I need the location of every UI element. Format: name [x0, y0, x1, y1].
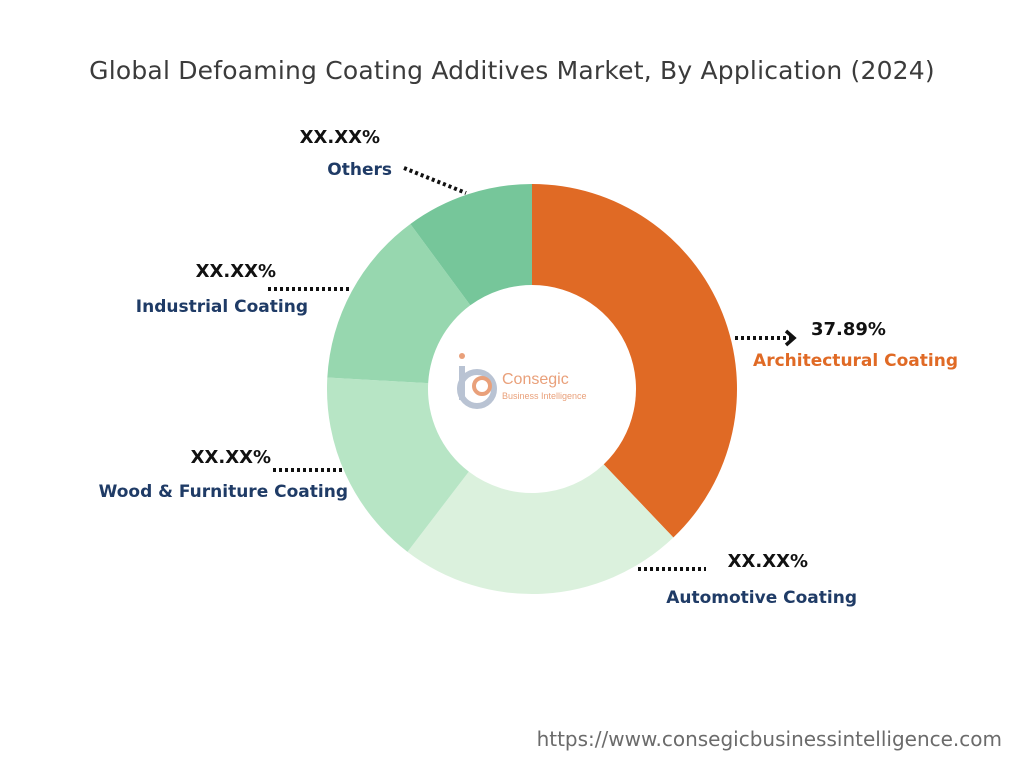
arrow-head-icon: [784, 329, 797, 347]
slice-wood-and-furniture-coating: [326, 377, 469, 552]
slice-industrial-coating: [327, 223, 471, 384]
category-label-wood-and-furniture-coating: Wood & Furniture Coating: [99, 482, 348, 502]
value-label-others: XX.XX%: [300, 127, 380, 148]
value-label-industrial-coating: XX.XX%: [196, 261, 276, 282]
leader-line-others: [403, 166, 467, 195]
value-label-wood-and-furniture-coating: XX.XX%: [191, 447, 271, 468]
consegic-logo: Consegic Business Intelligence: [457, 353, 587, 409]
category-label-automotive-coating: Automotive Coating: [666, 588, 857, 608]
logo-mark-icon: [457, 353, 497, 409]
chart-title: Global Defoaming Coating Additives Marke…: [89, 56, 935, 85]
logo-tagline: Business Intelligence: [502, 391, 587, 401]
slice-others: [410, 184, 532, 306]
slice-labels: 37.89% Architectural Coating XX.XX% Automot…: [99, 127, 958, 608]
category-label-industrial-coating: Industrial Coating: [136, 297, 308, 317]
logo-name: Consegic: [502, 371, 569, 388]
value-label-automotive-coating: XX.XX%: [728, 551, 808, 572]
slice-automotive-coating: [407, 464, 674, 594]
donut-slices: [326, 184, 737, 594]
category-label-architectural-coating: Architectural Coating: [753, 351, 958, 371]
slice-architectural-coating: [532, 184, 737, 538]
leader-lines: [268, 166, 797, 571]
source-url[interactable]: https://www.consegicbusinessintelligence…: [536, 727, 1002, 751]
category-label-others: Others: [327, 160, 392, 180]
value-label-architectural-coating: 37.89%: [811, 319, 886, 340]
